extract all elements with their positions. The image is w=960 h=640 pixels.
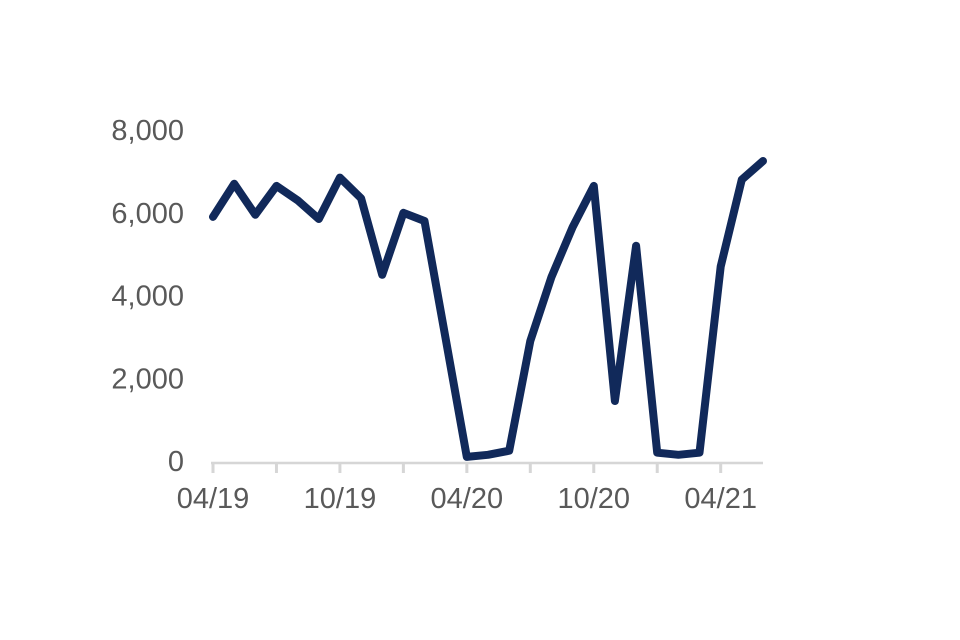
x-tick-label: 10/19 xyxy=(304,483,377,515)
y-tick-label: 4,000 xyxy=(111,281,184,313)
x-axis-tick-marks xyxy=(211,464,723,473)
y-axis-tick-labels: 0 2,000 4,000 6,000 8,000 xyxy=(111,115,184,478)
y-tick-label: 0 xyxy=(168,446,184,478)
y-tick-label: 8,000 xyxy=(111,115,184,147)
x-tick-label: 04/20 xyxy=(431,483,504,515)
x-tick-label: 04/19 xyxy=(177,483,250,515)
data-series-line xyxy=(209,157,767,461)
y-tick-label: 6,000 xyxy=(111,198,184,230)
x-axis-tick-labels: 04/19 10/19 04/20 10/20 04/21 xyxy=(177,483,757,515)
x-tick-label: 04/21 xyxy=(684,483,757,515)
x-tick-label: 10/20 xyxy=(557,483,630,515)
y-tick-label: 2,000 xyxy=(111,363,184,395)
